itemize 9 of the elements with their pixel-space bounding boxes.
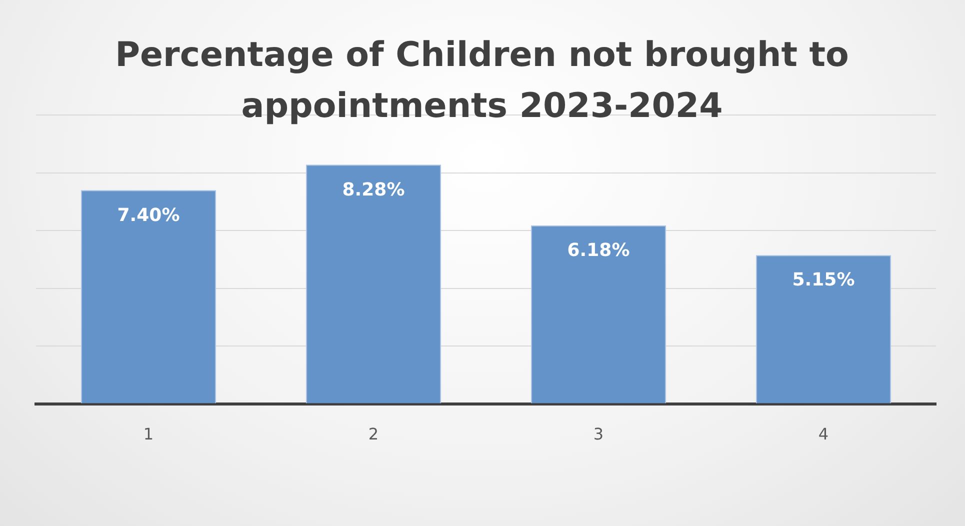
x-tick-label: 3 bbox=[593, 424, 604, 444]
data-label: 6.18% bbox=[567, 240, 630, 261]
x-tick-label: 4 bbox=[818, 424, 829, 444]
data-label: 5.15% bbox=[792, 270, 855, 291]
chart-title: Percentage of Children not brought to appointments 2023-2024 bbox=[114, 34, 850, 128]
x-tick-label: 1 bbox=[143, 424, 154, 444]
data-label: 7.40% bbox=[117, 204, 180, 226]
data-label: 8.28% bbox=[342, 179, 405, 200]
x-tick-label: 2 bbox=[368, 424, 379, 444]
